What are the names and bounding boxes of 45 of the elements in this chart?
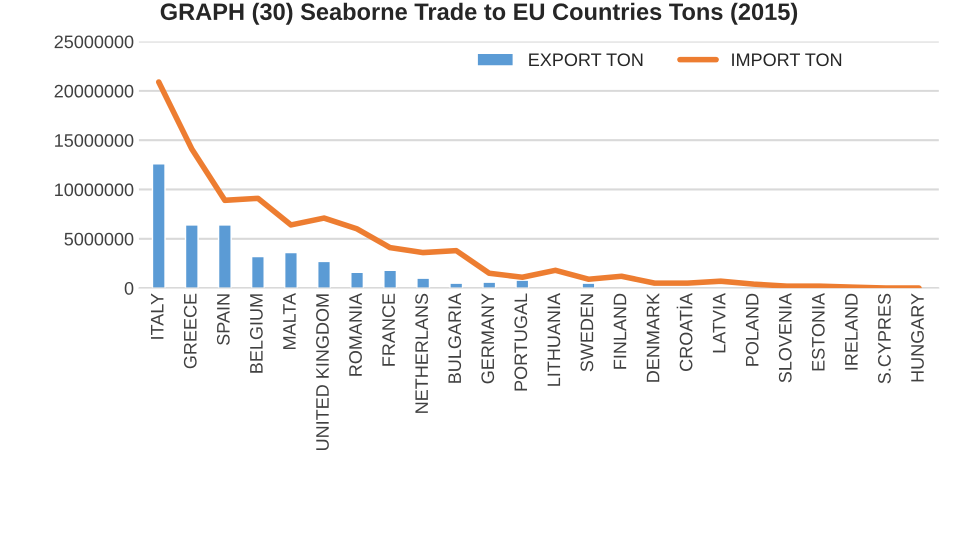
y-tick-label: 25000000 (54, 35, 134, 48)
y-tick-label: 20000000 (54, 84, 134, 98)
x-tick-label: ROMANIA (349, 292, 362, 376)
bar (184, 224, 199, 288)
bar (284, 252, 298, 288)
chart-title: GRAPH (30) Seaborne Trade to EU Countries Tons (2015) (160, 2, 798, 25)
x-tick-label: GREECE (184, 294, 197, 368)
x-tick-label: IRELAND (845, 294, 858, 370)
x-tick-label: UNITED KINGDOM (316, 294, 329, 450)
x-tick-label: DENMARK (646, 293, 660, 382)
y-tick-label: 0 (124, 282, 134, 295)
bar (581, 282, 596, 288)
bar (482, 281, 496, 288)
bar (218, 224, 232, 288)
bar (350, 272, 364, 288)
y-tick-label: 5000000 (64, 232, 134, 246)
x-tick-label: LITHUANIA (548, 292, 560, 386)
x-tick-label: ITALY (150, 293, 164, 339)
x-tick-label: SPAIN (216, 294, 230, 345)
bar (317, 260, 331, 288)
x-tick-label: NETHERLANS (415, 294, 428, 413)
bar (250, 256, 265, 288)
x-tick-label: HUNGARY (911, 293, 924, 382)
x-tick-label: PORTUGAL (514, 294, 528, 390)
y-tick-label: 15000000 (55, 134, 134, 147)
x-tick-label: S.CYPRES (878, 294, 891, 384)
bar (515, 279, 530, 288)
x-tick-label: BELGIUM (250, 294, 263, 373)
x-tick-label: BULGARIA (448, 292, 462, 383)
x-tick-label: SLOVENIA (778, 292, 792, 382)
x-tick-label: SWEDEN (580, 294, 594, 372)
bar (383, 270, 398, 288)
bar (416, 278, 430, 288)
x-tick-label: CROATİA (676, 292, 692, 371)
x-tick-label: POLAND (746, 294, 759, 366)
y-tick-label: 10000000 (55, 183, 134, 196)
legend-label: IMPORT TON (732, 53, 842, 66)
x-tick-label: GERMANY (481, 293, 494, 384)
x-tick-label: LATVIA (712, 292, 726, 352)
x-tick-label: FRANCE (382, 294, 395, 366)
bar (152, 163, 166, 288)
legend-label: EXPORT TON (529, 53, 642, 66)
x-tick-label: FINLAND (614, 294, 626, 369)
x-tick-label: ESTONIA (812, 292, 825, 370)
x-tick-label: MALTA (283, 292, 296, 349)
